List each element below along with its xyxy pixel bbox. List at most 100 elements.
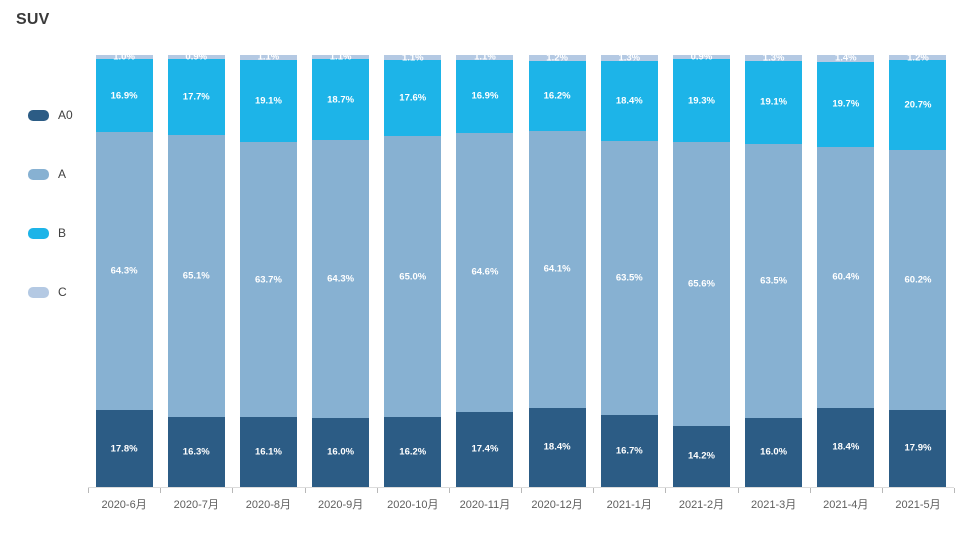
legend-label: A bbox=[58, 167, 67, 181]
bar-segment-c[interactable]: 1.0% bbox=[95, 52, 153, 63]
x-axis-label: 2020-7月 bbox=[173, 499, 219, 511]
axis-tick bbox=[809, 488, 811, 493]
data-label: 16.9% bbox=[471, 90, 499, 102]
bar-segment-a0[interactable]: 17.8% bbox=[95, 410, 153, 487]
bar-segment-c[interactable]: 0.9% bbox=[672, 51, 730, 62]
stacked-bar-2021-2月[interactable]: 0.9% 19.3% 65.6% 14.2% bbox=[672, 51, 730, 487]
bar-segment-a0[interactable]: 18.4% bbox=[528, 407, 586, 487]
data-label: 16.2% bbox=[543, 90, 571, 102]
bar-segment-a[interactable]: 60.2% bbox=[889, 149, 947, 410]
data-label: 16.7% bbox=[615, 445, 643, 457]
axis-tick bbox=[737, 488, 739, 493]
x-axis-label: 2021-4月 bbox=[823, 499, 869, 511]
bar-segment-a[interactable]: 63.5% bbox=[600, 140, 658, 415]
bar-column: 1.2% 16.2% 64.1% 18.4% bbox=[521, 53, 593, 487]
bar-segment-b[interactable]: 19.1% bbox=[239, 59, 297, 143]
bar-segment-a0[interactable]: 17.4% bbox=[456, 411, 514, 487]
bar-segment-c[interactable]: 0.9% bbox=[167, 51, 225, 62]
stacked-bar-2021-5月[interactable]: 1.2% 20.7% 60.2% 17.9% bbox=[889, 52, 947, 487]
stacked-bar-2021-1月[interactable]: 1.3% 18.4% 63.5% 16.7% bbox=[600, 53, 658, 487]
data-label: 63.7% bbox=[254, 274, 282, 286]
axis-tick bbox=[881, 488, 883, 493]
x-axis-label: 2021-2月 bbox=[678, 499, 725, 511]
data-label: 17.9% bbox=[904, 442, 932, 454]
bar-segment-b[interactable]: 17.7% bbox=[167, 58, 225, 136]
bar-column: 1.1% 18.7% 64.3% 16.0% bbox=[305, 51, 377, 487]
legend-item-a[interactable]: A bbox=[28, 167, 73, 181]
bar-segment-a0[interactable]: 16.3% bbox=[167, 416, 225, 487]
data-label: 1.1% bbox=[474, 51, 496, 63]
bar-segment-b[interactable]: 20.7% bbox=[889, 60, 947, 150]
bar-segment-b[interactable]: 18.7% bbox=[312, 59, 370, 141]
data-label: 0.9% bbox=[185, 51, 208, 63]
data-label: 64.3% bbox=[327, 273, 355, 285]
data-label: 14.2% bbox=[687, 450, 715, 462]
stacked-bar-2020-8月[interactable]: 1.1% 19.1% 63.7% 16.1% bbox=[239, 52, 297, 487]
bar-segment-a[interactable]: 63.5% bbox=[745, 143, 803, 418]
legend-item-b[interactable]: B bbox=[28, 226, 73, 240]
bar-segment-a[interactable]: 64.3% bbox=[95, 132, 153, 411]
legend-item-c[interactable]: C bbox=[28, 285, 73, 299]
legend-item-a0[interactable]: A0 bbox=[28, 108, 73, 122]
bar-column: 1.0% 16.9% 64.3% 17.8% bbox=[88, 52, 160, 487]
bar-segment-a[interactable]: 64.6% bbox=[456, 132, 514, 412]
legend-label: B bbox=[58, 226, 67, 240]
stacked-bar-2021-4月[interactable]: 1.4% 19.7% 60.4% 18.4% bbox=[817, 53, 875, 487]
bar-segment-a0[interactable]: 17.9% bbox=[889, 409, 947, 487]
stacked-bar-2020-6月[interactable]: 1.0% 16.9% 64.3% 17.8% bbox=[95, 52, 153, 487]
bar-segment-c[interactable]: 1.1% bbox=[239, 52, 297, 63]
bar-segment-b[interactable]: 19.1% bbox=[745, 61, 803, 144]
stacked-bar-2020-9月[interactable]: 1.1% 18.7% 64.3% 16.0% bbox=[312, 51, 370, 487]
bar-segment-c[interactable]: 1.1% bbox=[456, 51, 514, 63]
legend-swatch-icon bbox=[28, 286, 49, 298]
bar-segment-b[interactable]: 16.9% bbox=[95, 59, 153, 133]
bar-segment-b[interactable]: 18.4% bbox=[600, 61, 658, 141]
data-label: 1.1% bbox=[329, 51, 352, 63]
bar-column: 1.4% 19.7% 60.4% 18.4% bbox=[810, 53, 882, 487]
bar-segment-a0[interactable]: 16.7% bbox=[600, 414, 658, 487]
data-label: 1.0% bbox=[113, 51, 135, 63]
bar-segment-b[interactable]: 16.9% bbox=[456, 59, 514, 133]
bar-segment-a[interactable]: 60.4% bbox=[817, 146, 875, 408]
bar-segment-a[interactable]: 65.0% bbox=[384, 136, 442, 418]
bar-segment-c[interactable]: 1.4% bbox=[817, 53, 875, 64]
bar-column: 0.9% 19.3% 65.6% 14.2% bbox=[665, 51, 737, 487]
data-label: 65.0% bbox=[399, 271, 427, 283]
x-axis-label: 2020-11月 bbox=[459, 499, 511, 511]
bar-segment-a[interactable]: 64.1% bbox=[528, 130, 586, 408]
bar-segment-a0[interactable]: 16.0% bbox=[312, 417, 370, 487]
bar-segment-b[interactable]: 19.3% bbox=[672, 58, 730, 143]
bar-segment-b[interactable]: 19.7% bbox=[817, 61, 875, 147]
x-axis-label: 2020-6月 bbox=[101, 499, 147, 511]
bar-segment-c[interactable]: 1.3% bbox=[600, 53, 658, 64]
bar-segment-a[interactable]: 65.6% bbox=[672, 142, 730, 426]
bar-segment-a[interactable]: 63.7% bbox=[239, 142, 297, 418]
bar-segment-a[interactable]: 64.3% bbox=[312, 140, 370, 418]
bar-segment-a0[interactable]: 14.2% bbox=[672, 425, 730, 487]
bar-segment-c[interactable]: 1.1% bbox=[384, 52, 442, 63]
bar-segment-a0[interactable]: 16.0% bbox=[745, 417, 803, 487]
bar-segment-c[interactable]: 1.3% bbox=[745, 53, 803, 64]
bar-segment-a[interactable]: 65.1% bbox=[167, 135, 225, 417]
stacked-bar-2020-12月[interactable]: 1.2% 16.2% 64.1% 18.4% bbox=[528, 53, 586, 487]
x-axis-ticks bbox=[88, 487, 955, 493]
stacked-bar-2020-7月[interactable]: 0.9% 17.7% 65.1% 16.3% bbox=[167, 51, 225, 487]
stacked-bar-2020-11月[interactable]: 1.1% 16.9% 64.6% 17.4% bbox=[456, 51, 514, 487]
bar-segment-a0[interactable]: 16.1% bbox=[239, 417, 297, 487]
bar-segment-c[interactable]: 1.2% bbox=[889, 52, 947, 63]
legend-label: C bbox=[58, 285, 67, 299]
stacked-bar-2021-3月[interactable]: 1.3% 19.1% 63.5% 16.0% bbox=[745, 53, 803, 487]
data-label: 18.4% bbox=[832, 441, 860, 453]
bar-segment-a0[interactable]: 16.2% bbox=[384, 417, 442, 487]
bar-segment-b[interactable]: 17.6% bbox=[384, 60, 442, 137]
bar-segment-b[interactable]: 16.2% bbox=[528, 60, 586, 131]
x-axis-label: 2020-12月 bbox=[531, 499, 583, 511]
axis-tick bbox=[665, 488, 667, 493]
bar-segment-a0[interactable]: 18.4% bbox=[817, 407, 875, 487]
data-label: 16.9% bbox=[110, 90, 138, 102]
stacked-bar-2020-10月[interactable]: 1.1% 17.6% 65.0% 16.2% bbox=[384, 52, 442, 487]
bar-segment-c[interactable]: 1.2% bbox=[528, 53, 586, 64]
data-label: 65.1% bbox=[182, 270, 210, 282]
bar-segment-c[interactable]: 1.1% bbox=[312, 51, 370, 62]
bar-column: 1.1% 16.9% 64.6% 17.4% bbox=[449, 51, 521, 487]
